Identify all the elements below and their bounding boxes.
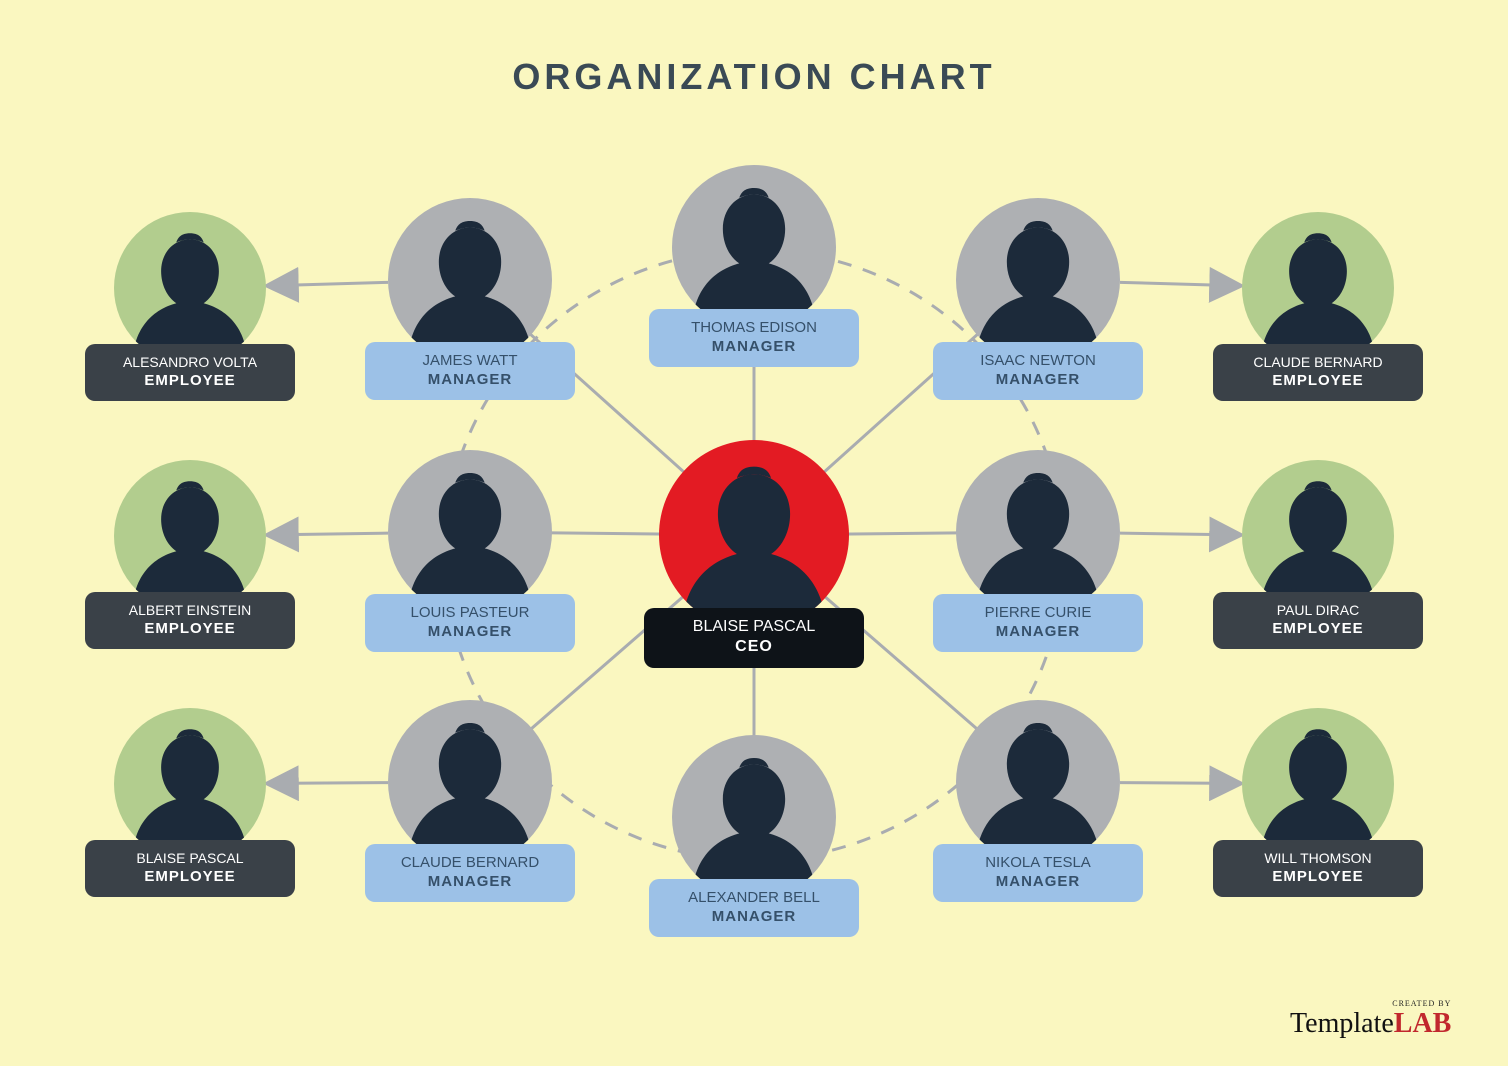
org-node-m_ml: LOUIS PASTEUR MANAGER <box>365 450 575 652</box>
node-name: ALEXANDER BELL <box>663 889 845 906</box>
avatar-icon <box>388 700 552 864</box>
node-role: EMPLOYEE <box>99 620 281 637</box>
node-label: ISAAC NEWTON MANAGER <box>933 342 1143 400</box>
brand-accent: LAB <box>1394 1008 1452 1039</box>
avatar-icon <box>114 460 266 612</box>
node-role: CEO <box>658 638 850 656</box>
org-node-m_mr: PIERRE CURIE MANAGER <box>933 450 1143 652</box>
node-role: MANAGER <box>947 873 1129 890</box>
node-name: THOMAS EDISON <box>663 319 845 336</box>
org-node-m_tr: ISAAC NEWTON MANAGER <box>933 198 1143 400</box>
node-role: MANAGER <box>379 623 561 640</box>
node-label: NIKOLA TESLA MANAGER <box>933 844 1143 902</box>
node-role: MANAGER <box>379 873 561 890</box>
node-role: MANAGER <box>947 623 1129 640</box>
node-role: EMPLOYEE <box>99 372 281 389</box>
org-node-m_br: NIKOLA TESLA MANAGER <box>933 700 1143 902</box>
node-label: PAUL DIRAC EMPLOYEE <box>1213 592 1423 649</box>
node-name: BLAISE PASCAL <box>658 618 850 636</box>
avatar-icon <box>956 198 1120 362</box>
chart-title: ORGANIZATION CHART <box>0 56 1508 98</box>
node-label: BLAISE PASCAL EMPLOYEE <box>85 840 295 897</box>
brand-main: Template <box>1290 1008 1394 1039</box>
org-node-e_ml: ALBERT EINSTEIN EMPLOYEE <box>85 460 295 649</box>
node-name: JAMES WATT <box>379 352 561 369</box>
org-node-e_mr: PAUL DIRAC EMPLOYEE <box>1213 460 1423 649</box>
node-name: PIERRE CURIE <box>947 604 1129 621</box>
brand-small: CREATED BY <box>1290 1000 1451 1008</box>
avatar-icon <box>388 198 552 362</box>
org-node-m_bl: CLAUDE BERNARD MANAGER <box>365 700 575 902</box>
org-node-m_b: ALEXANDER BELL MANAGER <box>649 735 859 937</box>
node-label: ALEXANDER BELL MANAGER <box>649 879 859 937</box>
chart-title-text: ORGANIZATION CHART <box>512 56 995 97</box>
node-role: MANAGER <box>663 908 845 925</box>
node-role: EMPLOYEE <box>1227 868 1409 885</box>
node-name: PAUL DIRAC <box>1227 602 1409 618</box>
org-node-e_bl: BLAISE PASCAL EMPLOYEE <box>85 708 295 897</box>
node-name: ALESANDRO VOLTA <box>99 354 281 370</box>
node-role: EMPLOYEE <box>99 868 281 885</box>
avatar-icon <box>114 708 266 860</box>
node-label: ALESANDRO VOLTA EMPLOYEE <box>85 344 295 401</box>
node-name: BLAISE PASCAL <box>99 850 281 866</box>
node-label: CLAUDE BERNARD MANAGER <box>365 844 575 902</box>
brand-footer: CREATED BY TemplateLAB <box>1290 1000 1451 1038</box>
avatar-icon <box>1242 460 1394 612</box>
node-role: MANAGER <box>379 371 561 388</box>
node-role: MANAGER <box>947 371 1129 388</box>
node-label: PIERRE CURIE MANAGER <box>933 594 1143 652</box>
org-node-e_tr: CLAUDE BERNARD EMPLOYEE <box>1213 212 1423 401</box>
avatar-icon <box>956 450 1120 614</box>
node-label: WILL THOMSON EMPLOYEE <box>1213 840 1423 897</box>
node-label: ALBERT EINSTEIN EMPLOYEE <box>85 592 295 649</box>
node-role: MANAGER <box>663 338 845 355</box>
node-name: ALBERT EINSTEIN <box>99 602 281 618</box>
avatar-icon <box>672 735 836 899</box>
avatar-icon <box>956 700 1120 864</box>
node-label: CLAUDE BERNARD EMPLOYEE <box>1213 344 1423 401</box>
node-name: NIKOLA TESLA <box>947 854 1129 871</box>
org-node-ceo: BLAISE PASCAL CEO <box>644 440 864 668</box>
avatar-icon <box>659 440 849 630</box>
node-role: EMPLOYEE <box>1227 372 1409 389</box>
avatar-icon <box>672 165 836 329</box>
avatar-icon <box>114 212 266 364</box>
node-name: LOUIS PASTEUR <box>379 604 561 621</box>
avatar-icon <box>1242 212 1394 364</box>
avatar-icon <box>388 450 552 614</box>
node-name: WILL THOMSON <box>1227 850 1409 866</box>
node-name: ISAAC NEWTON <box>947 352 1129 369</box>
node-label: BLAISE PASCAL CEO <box>644 608 864 668</box>
node-name: CLAUDE BERNARD <box>379 854 561 871</box>
org-node-m_tl: JAMES WATT MANAGER <box>365 198 575 400</box>
avatar-icon <box>1242 708 1394 860</box>
node-role: EMPLOYEE <box>1227 620 1409 637</box>
org-node-e_tl: ALESANDRO VOLTA EMPLOYEE <box>85 212 295 401</box>
node-label: THOMAS EDISON MANAGER <box>649 309 859 367</box>
node-label: JAMES WATT MANAGER <box>365 342 575 400</box>
org-node-m_t: THOMAS EDISON MANAGER <box>649 165 859 367</box>
org-node-e_br: WILL THOMSON EMPLOYEE <box>1213 708 1423 897</box>
node-label: LOUIS PASTEUR MANAGER <box>365 594 575 652</box>
node-name: CLAUDE BERNARD <box>1227 354 1409 370</box>
